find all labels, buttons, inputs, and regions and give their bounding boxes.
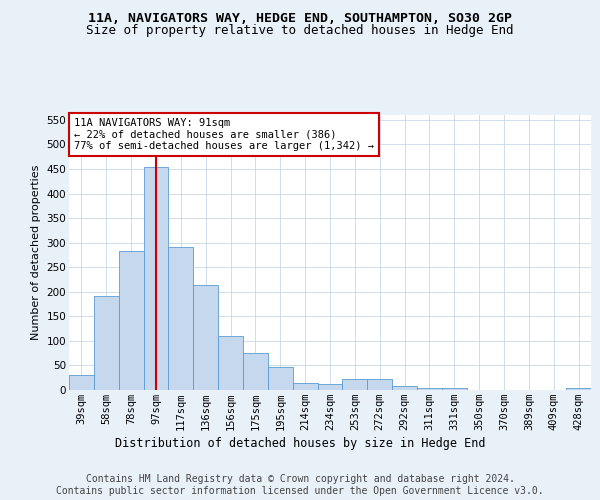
Bar bbox=[442, 388, 467, 390]
Bar bbox=[94, 296, 119, 390]
Bar bbox=[367, 379, 392, 390]
Text: Contains HM Land Registry data © Crown copyright and database right 2024.: Contains HM Land Registry data © Crown c… bbox=[86, 474, 514, 484]
Bar bbox=[317, 384, 343, 390]
Text: Distribution of detached houses by size in Hedge End: Distribution of detached houses by size … bbox=[115, 438, 485, 450]
Bar bbox=[268, 368, 293, 390]
Text: Size of property relative to detached houses in Hedge End: Size of property relative to detached ho… bbox=[86, 24, 514, 37]
Bar bbox=[566, 388, 591, 390]
Bar bbox=[119, 250, 143, 390]
Bar bbox=[218, 336, 243, 390]
Text: 11A NAVIGATORS WAY: 91sqm
← 22% of detached houses are smaller (386)
77% of semi: 11A NAVIGATORS WAY: 91sqm ← 22% of detac… bbox=[74, 118, 374, 151]
Bar bbox=[417, 388, 442, 390]
Bar bbox=[143, 166, 169, 390]
Bar bbox=[293, 383, 317, 390]
Y-axis label: Number of detached properties: Number of detached properties bbox=[31, 165, 41, 340]
Bar bbox=[193, 286, 218, 390]
Text: Contains public sector information licensed under the Open Government Licence v3: Contains public sector information licen… bbox=[56, 486, 544, 496]
Bar bbox=[69, 376, 94, 390]
Bar bbox=[343, 379, 367, 390]
Bar bbox=[392, 386, 417, 390]
Text: 11A, NAVIGATORS WAY, HEDGE END, SOUTHAMPTON, SO30 2GP: 11A, NAVIGATORS WAY, HEDGE END, SOUTHAMP… bbox=[88, 12, 512, 26]
Bar bbox=[243, 353, 268, 390]
Bar bbox=[169, 246, 193, 390]
